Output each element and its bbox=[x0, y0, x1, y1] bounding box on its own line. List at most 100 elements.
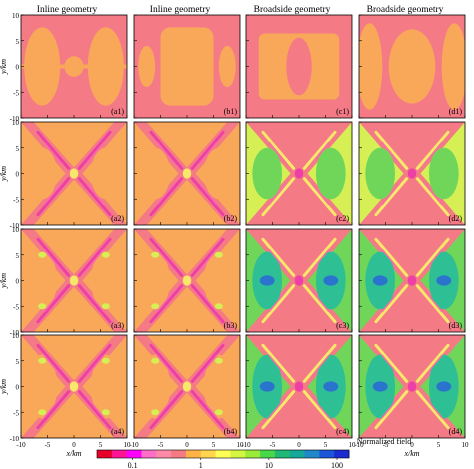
x-tick-label: 10 bbox=[237, 441, 245, 449]
panel-label: (d3) bbox=[449, 321, 463, 330]
panel-b3: (b3) bbox=[133, 228, 241, 333]
column-title-c: Broadside geometry bbox=[254, 5, 331, 15]
colorbar-swatch bbox=[274, 450, 291, 458]
x-tick-label: -10 bbox=[241, 441, 251, 449]
y-tick-label: 5 bbox=[16, 145, 20, 153]
panel-a1: (a1) bbox=[20, 14, 128, 119]
x-tick-label: 0 bbox=[72, 441, 76, 449]
x-tick-label: -5 bbox=[158, 441, 164, 449]
y-tick-label: -5 bbox=[13, 89, 19, 97]
colorbar-tick-label: 10 bbox=[265, 461, 273, 469]
column-title-d: Broadside geometry bbox=[367, 5, 444, 15]
panel-a3: (a3) bbox=[20, 228, 128, 333]
x-tick-label: 0 bbox=[410, 441, 414, 449]
panel-label: (b4) bbox=[224, 427, 238, 436]
colorbar-swatch bbox=[156, 450, 172, 458]
x-tick-label: 5 bbox=[99, 441, 103, 449]
panel-label: (a2) bbox=[111, 214, 124, 223]
x-axis-title: x/km bbox=[403, 449, 419, 458]
panel-label: (d4) bbox=[449, 427, 463, 436]
panel-label: (b1) bbox=[224, 107, 238, 116]
colorbar-tick-label: 1 bbox=[199, 461, 203, 469]
x-tick-label: 0 bbox=[297, 441, 301, 449]
panel-label: (a4) bbox=[111, 427, 124, 436]
panel-label: (c4) bbox=[336, 427, 349, 436]
panel-label: (d2) bbox=[449, 214, 463, 223]
y-tick-label: -10 bbox=[10, 222, 20, 230]
y-tick-label: -5 bbox=[13, 196, 19, 204]
y-axis-title: y/km bbox=[0, 379, 8, 395]
y-tick-label: 0 bbox=[16, 171, 20, 179]
panel-label: (a1) bbox=[111, 107, 124, 116]
panel-b1: (b1) bbox=[133, 14, 241, 119]
colorbar-swatch bbox=[111, 450, 128, 458]
x-axis-title: x/km bbox=[65, 449, 81, 458]
y-tick-label: 5 bbox=[16, 38, 20, 46]
panel-label: (d1) bbox=[449, 107, 463, 116]
y-axis-title: y/km bbox=[0, 273, 8, 289]
y-tick-label: 0 bbox=[16, 64, 20, 72]
x-tick-label: 10 bbox=[349, 441, 357, 449]
colorbar-swatch bbox=[230, 450, 246, 458]
y-tick-label: 5 bbox=[16, 252, 20, 260]
colorbar-swatch bbox=[200, 450, 216, 458]
panel-b2: (b2) bbox=[133, 121, 241, 226]
colorbar-label: Normalized field bbox=[357, 437, 411, 446]
x-tick-label: 0 bbox=[185, 441, 189, 449]
panel-c2: (c2) bbox=[245, 121, 353, 226]
panel-label: (b3) bbox=[224, 321, 238, 330]
colorbar-tick-label: 100 bbox=[331, 461, 343, 469]
panel-b4: (b4) bbox=[133, 334, 241, 439]
y-tick-label: 0 bbox=[16, 384, 20, 392]
x-tick-label: 5 bbox=[212, 441, 216, 449]
x-tick-label: 10 bbox=[124, 441, 132, 449]
x-tick-label: -5 bbox=[270, 441, 276, 449]
colorbar-swatch bbox=[245, 450, 261, 458]
x-tick-label: 5 bbox=[324, 441, 328, 449]
panel-c1: (c1) bbox=[245, 14, 353, 119]
colorbar-swatch bbox=[97, 450, 113, 458]
y-tick-label: 5 bbox=[16, 358, 20, 366]
colorbar-swatch bbox=[141, 450, 157, 458]
colorbar-swatch bbox=[260, 450, 276, 458]
colorbar-swatch bbox=[215, 450, 231, 458]
y-axis-title: y/km bbox=[0, 166, 8, 182]
panel-label: (b2) bbox=[224, 214, 238, 223]
y-tick-label: 10 bbox=[12, 226, 20, 234]
colorbar-swatch bbox=[319, 450, 335, 458]
y-tick-label: 10 bbox=[12, 12, 20, 20]
colorbar-swatch bbox=[304, 450, 320, 458]
panel-c4: (c4) bbox=[245, 334, 353, 439]
colorbar-swatch bbox=[185, 450, 202, 458]
y-tick-label: 10 bbox=[12, 119, 20, 127]
y-axis-title: y/km bbox=[0, 59, 8, 75]
panel-label: (a3) bbox=[111, 321, 124, 330]
colorbar-swatch bbox=[126, 450, 142, 458]
x-tick-label: -5 bbox=[45, 441, 51, 449]
panel-d4: (d4) bbox=[358, 334, 466, 439]
y-tick-label: -10 bbox=[10, 115, 20, 123]
y-axis-labels: -10 -5 0 5 10 y/km -10 -5 0 5 10 y/km -10 -5 0 5 10 y/km -… bbox=[0, 12, 20, 443]
y-tick-label: 0 bbox=[16, 278, 20, 286]
panel-label: (c2) bbox=[336, 214, 349, 223]
y-tick-label: 10 bbox=[12, 332, 20, 340]
panel-label: (c3) bbox=[336, 321, 349, 330]
panel-c3: (c3) bbox=[245, 228, 353, 333]
panel-d1: (d1) bbox=[358, 14, 466, 119]
panel-a2: (a2) bbox=[20, 121, 128, 226]
x-tick-label: 5 bbox=[437, 441, 441, 449]
column-titles: Inline geometry Inline geometry Broadsid… bbox=[37, 5, 444, 15]
x-tick-label: 10 bbox=[462, 441, 470, 449]
column-title-a: Inline geometry bbox=[37, 5, 98, 15]
colorbar-swatch bbox=[171, 450, 187, 458]
x-tick-label: -10 bbox=[16, 441, 26, 449]
panel-a4: (a4) bbox=[20, 334, 128, 439]
panel-d3: (d3) bbox=[358, 228, 466, 333]
x-tick-label: -10 bbox=[129, 441, 139, 449]
panel-d2: (d2) bbox=[358, 121, 466, 226]
column-title-b: Inline geometry bbox=[150, 5, 211, 15]
panel-grid: (a1) (b1) (c1) (d1) (a2) (b2) (c2) (d2) (a3) (b3)… bbox=[20, 14, 466, 439]
colorbar-tick-label: 0.1 bbox=[128, 461, 138, 469]
